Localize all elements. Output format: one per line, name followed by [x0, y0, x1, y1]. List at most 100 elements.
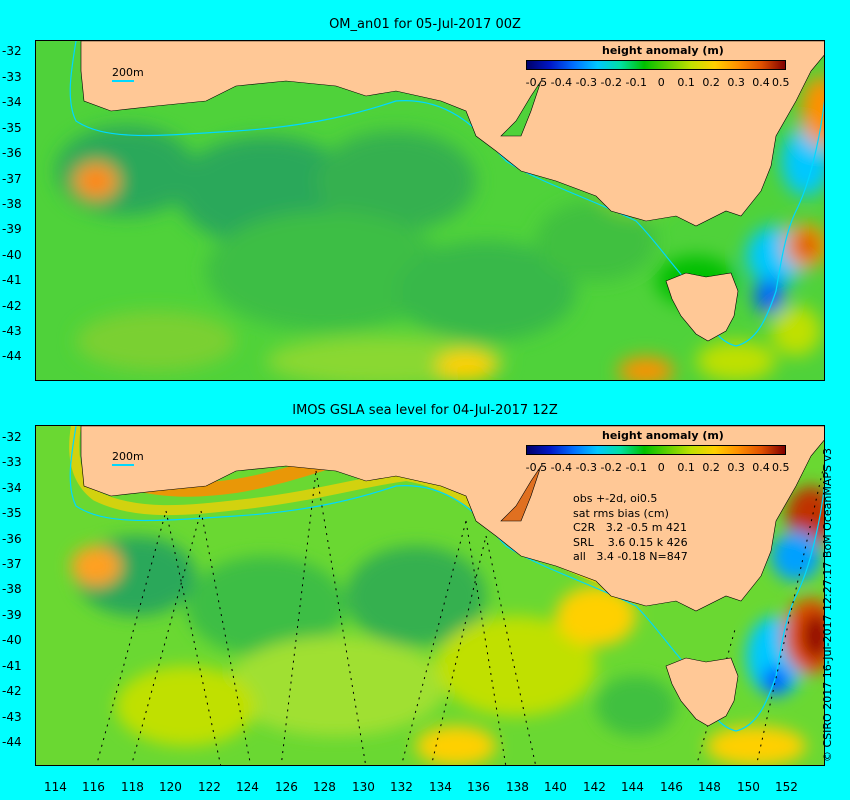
x-tick: 118 — [121, 780, 144, 794]
x-tick: 150 — [737, 780, 760, 794]
y-tick: -40 — [2, 633, 22, 647]
cb-tick: -0.4 — [550, 76, 573, 89]
cb-tick: -0.2 — [600, 461, 622, 474]
x-tick: 130 — [352, 780, 375, 794]
x-tick: 144 — [621, 780, 644, 794]
y-tick: -36 — [2, 532, 22, 546]
y-tick: -37 — [2, 557, 22, 571]
y-tick: -44 — [2, 349, 22, 363]
bottom-colorbar-ticks: -0.5 -0.4 -0.3 -0.2 -0.1 0 0.1 0.2 0.3 0… — [525, 461, 790, 475]
contour-label-text: 200m — [112, 450, 144, 463]
contour-legend-line — [112, 464, 134, 466]
land-gulf — [500, 465, 542, 522]
y-tick: -32 — [2, 430, 22, 444]
stats-line: SRL 3.6 0.15 k 426 — [573, 535, 688, 549]
land-tasmania — [665, 657, 739, 727]
x-tick: 138 — [506, 780, 529, 794]
top-colorbar-title: height anomaly (m) — [602, 44, 724, 57]
x-tick: 140 — [544, 780, 567, 794]
bottom-colorbar — [526, 445, 786, 455]
top-map-title: OM_an01 for 05-Jul-2017 00Z — [329, 17, 521, 32]
land-gulf — [500, 80, 542, 137]
bottom-contour-label: 200m — [112, 450, 144, 466]
contour-200m — [69, 41, 824, 347]
cb-tick: 0 — [657, 76, 665, 89]
stats-line: sat rms bias (cm) — [573, 506, 669, 520]
cb-tick: -0.4 — [550, 461, 573, 474]
x-tick: 152 — [775, 780, 798, 794]
stats-line: C2R 3.2 -0.5 m 421 — [573, 521, 687, 534]
land-australia — [80, 426, 824, 612]
y-tick: -39 — [2, 222, 22, 236]
top-colorbar-ticks: -0.5 -0.4 -0.3 -0.2 -0.1 0 0.1 0.2 0.3 0… — [525, 76, 790, 90]
cb-tick: 0.3 — [727, 76, 745, 89]
x-tick: 146 — [660, 780, 683, 794]
contour-legend-line — [112, 80, 134, 82]
y-tick: -41 — [2, 273, 22, 287]
copyright-note: © CSIRO 2017 16-Jul-2017 12:27:17 BoM Oc… — [821, 448, 834, 762]
y-tick: -43 — [2, 324, 22, 338]
bottom-map-canvas — [36, 426, 824, 765]
x-tick: 122 — [198, 780, 221, 794]
cb-tick: 0.2 — [702, 461, 720, 474]
cb-tick: -0.1 — [625, 76, 647, 89]
cb-tick: 0 — [657, 461, 665, 474]
y-tick: -39 — [2, 608, 22, 622]
y-tick: -44 — [2, 735, 22, 749]
cb-tick: 0.2 — [702, 76, 720, 89]
top-contour-label: 200m — [112, 66, 144, 82]
x-tick: 134 — [429, 780, 452, 794]
x-tick: 116 — [82, 780, 105, 794]
x-tick: 126 — [275, 780, 298, 794]
cb-tick: -0.5 — [525, 461, 548, 474]
stats-line: obs +-2d, oi0.5 — [573, 492, 658, 505]
contour-label-text: 200m — [112, 66, 144, 79]
y-tick: -38 — [2, 582, 22, 596]
top-colorbar — [526, 60, 786, 70]
x-tick: 124 — [236, 780, 259, 794]
cb-tick: 0.4 — [752, 76, 770, 89]
cb-tick: 0.1 — [677, 461, 695, 474]
x-tick: 120 — [159, 780, 182, 794]
top-map-canvas — [36, 41, 824, 380]
cb-tick: -0.1 — [625, 461, 647, 474]
bottom-map-title: IMOS GSLA sea level for 04-Jul-2017 12Z — [292, 403, 558, 418]
land-australia — [80, 41, 824, 227]
cb-tick: 0.5 — [772, 76, 790, 89]
cb-tick: -0.5 — [525, 76, 548, 89]
y-tick: -38 — [2, 197, 22, 211]
bottom-map — [35, 425, 825, 766]
cb-tick: -0.3 — [575, 461, 598, 474]
y-tick: -42 — [2, 299, 22, 313]
x-tick: 136 — [467, 780, 490, 794]
cb-tick: -0.3 — [575, 76, 598, 89]
cb-tick: 0.4 — [752, 461, 770, 474]
y-tick: -35 — [2, 506, 22, 520]
x-tick: 142 — [583, 780, 606, 794]
contour-200m — [69, 426, 824, 732]
y-tick: -33 — [2, 70, 22, 84]
y-tick: -35 — [2, 121, 22, 135]
bottom-colorbar-title: height anomaly (m) — [602, 429, 724, 442]
obs-stats: obs +-2d, oi0.5 sat rms bias (cm) C2R 3.… — [573, 492, 688, 565]
anomaly-field — [71, 486, 824, 765]
satellite-tracks — [96, 462, 824, 765]
y-tick: -32 — [2, 44, 22, 58]
cb-tick: -0.2 — [600, 76, 622, 89]
cb-tick: 0.3 — [727, 461, 745, 474]
top-map — [35, 40, 825, 381]
cb-tick: 0.1 — [677, 76, 695, 89]
land-tasmania — [665, 272, 739, 342]
stats-line: all 3.4 -0.18 N=847 — [573, 550, 688, 563]
y-tick: -40 — [2, 248, 22, 262]
y-tick: -36 — [2, 146, 22, 160]
y-tick: -33 — [2, 455, 22, 469]
x-tick: 132 — [390, 780, 413, 794]
x-tick: 128 — [313, 780, 336, 794]
y-tick: -34 — [2, 481, 22, 495]
y-tick: -41 — [2, 659, 22, 673]
x-tick: 114 — [44, 780, 67, 794]
y-tick: -37 — [2, 172, 22, 186]
x-tick: 148 — [698, 780, 721, 794]
y-tick: -43 — [2, 710, 22, 724]
